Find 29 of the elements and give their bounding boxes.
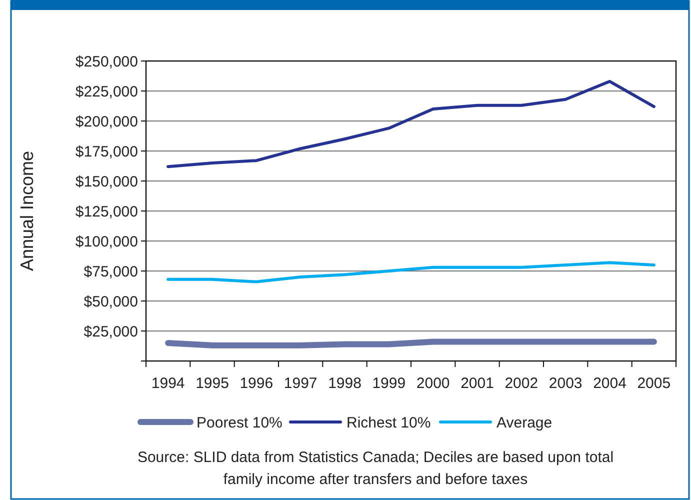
y-tick-label: $225,000 bbox=[75, 83, 138, 100]
x-tick-label: 1995 bbox=[196, 375, 229, 392]
legend-label: Average bbox=[496, 414, 552, 432]
x-tick-label: 2005 bbox=[637, 375, 671, 392]
x-tick-label: 2004 bbox=[593, 375, 626, 392]
line-series bbox=[166, 261, 656, 284]
y-tick-label: $175,000 bbox=[75, 143, 138, 160]
x-tick-label: 1999 bbox=[372, 375, 406, 392]
line-series bbox=[166, 80, 656, 168]
x-tick-label: 2001 bbox=[460, 375, 494, 392]
y-tick-label: $200,000 bbox=[75, 113, 138, 130]
legend-label: Richest 10% bbox=[346, 414, 431, 432]
x-tick-label: 2000 bbox=[416, 375, 450, 392]
source-note: Source: SLID data from Statistics Canada; Deciles are based upon total family income after transfers and before taxes bbox=[137, 449, 614, 488]
y-tick-label: $100,000 bbox=[75, 233, 138, 250]
x-tick-label: 2002 bbox=[504, 375, 538, 392]
x-tick-label: 1996 bbox=[240, 375, 274, 392]
x-tick-label: 1998 bbox=[328, 375, 362, 392]
y-tick-label: $125,000 bbox=[75, 203, 138, 220]
y-tick-label: $50,000 bbox=[84, 293, 138, 310]
x-tick-label: 2003 bbox=[548, 375, 582, 392]
x-tick-label: 1997 bbox=[284, 375, 318, 392]
y-tick-label: $75,000 bbox=[84, 263, 138, 280]
y-tick-label: $250,000 bbox=[75, 53, 138, 70]
x-tick-label: 1994 bbox=[151, 375, 185, 392]
y-axis-title: Annual Income bbox=[17, 150, 37, 272]
legend-label: Poorest 10% bbox=[196, 414, 282, 432]
y-tick-label: $150,000 bbox=[75, 173, 138, 190]
y-tick-label: $25,000 bbox=[84, 323, 138, 340]
